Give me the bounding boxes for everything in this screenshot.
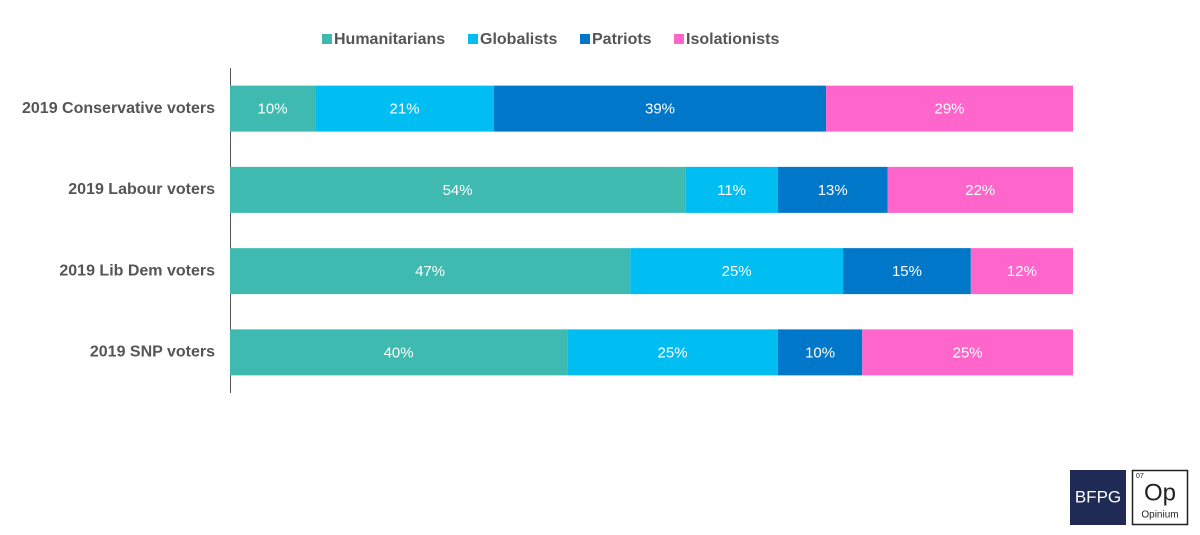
bar-segment [777, 166, 888, 213]
bar-segment [685, 166, 778, 213]
value-label: 25% [722, 263, 752, 280]
legend-label: Globalists [480, 31, 557, 48]
bar-segment [862, 329, 1073, 376]
y-tick-label: 2019 SNP voters [90, 344, 215, 361]
bar-segment [230, 85, 316, 132]
bar-segment [970, 248, 1073, 295]
opinium-symbol: Op [1144, 479, 1176, 506]
value-label: 13% [818, 182, 848, 199]
value-label: 21% [390, 101, 420, 118]
opinium-number: 07 [1136, 473, 1144, 480]
value-label: 39% [645, 101, 675, 118]
y-tick-label: 2019 Labour voters [68, 181, 215, 198]
value-label: 12% [1007, 263, 1037, 280]
value-label: 54% [443, 182, 473, 199]
bar-segment [493, 85, 827, 132]
bar-segment [230, 248, 631, 295]
value-label: 25% [658, 344, 688, 361]
bar-segment [230, 329, 568, 376]
bar-segment [315, 85, 494, 132]
y-tick-label: 2019 Conservative voters [22, 100, 215, 117]
value-label: 22% [965, 182, 995, 199]
value-label: 10% [805, 344, 835, 361]
bfpg-text: BFPG [1075, 487, 1121, 506]
y-tick-label: 2019 Lib Dem voters [59, 262, 215, 279]
value-label: 25% [953, 344, 983, 361]
bar-segment [630, 248, 844, 295]
value-label: 40% [384, 344, 414, 361]
bfpg-logo: BFPG [1070, 470, 1126, 525]
opinium-logo: 07 Op Opinium [1131, 469, 1189, 526]
legend-label: Isolationists [686, 31, 779, 48]
legend-label: Humanitarians [334, 31, 445, 48]
opinium-box [1131, 469, 1189, 526]
value-label: 29% [935, 101, 965, 118]
legend-swatch [580, 34, 590, 44]
value-label: 11% [717, 182, 746, 199]
value-label: 10% [258, 101, 288, 118]
bar-segment [887, 166, 1073, 213]
legend-swatch [674, 34, 684, 44]
bar-segment [567, 329, 778, 376]
bfpg-box [1070, 470, 1126, 525]
bar-segment [777, 329, 863, 376]
legend-swatch [322, 34, 332, 44]
bar-segment [843, 248, 971, 295]
bar-segment [230, 166, 686, 213]
legend-swatch [468, 34, 478, 44]
legend-label: Patriots [592, 31, 652, 48]
value-label: 15% [892, 263, 922, 280]
bar-segment [826, 85, 1073, 132]
opinium-name: Opinium [1141, 510, 1178, 521]
value-label: 47% [415, 263, 445, 280]
